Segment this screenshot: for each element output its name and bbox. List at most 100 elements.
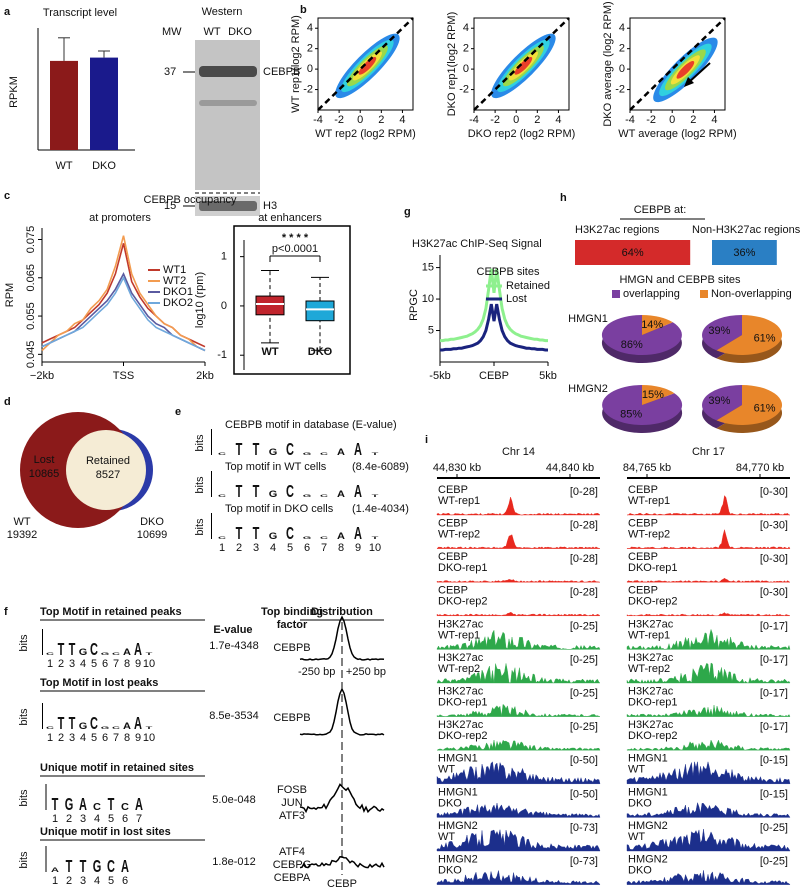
- logo-letter: C: [320, 494, 328, 498]
- pie-slice: [602, 385, 683, 425]
- signal-track: [436, 579, 601, 583]
- legend-label: Retained: [506, 280, 550, 292]
- track-range: [0-15]: [760, 788, 788, 800]
- x-tick-label: -2: [490, 114, 500, 126]
- track-label: DKO: [438, 865, 462, 877]
- pie-label: 15%: [642, 389, 664, 401]
- column-header: factor: [277, 619, 308, 631]
- center-label: CEBP: [327, 878, 357, 890]
- track-range: [0-50]: [570, 788, 598, 800]
- x-tick-label: DKO: [92, 160, 116, 172]
- position-label: 5: [91, 732, 97, 744]
- y-tick-label: 4: [619, 22, 625, 34]
- plot-frame: [317, 17, 414, 111]
- axis-title: WT rep1(log2 RPM): [290, 15, 302, 113]
- position-label: 3: [69, 732, 75, 744]
- track-label: H3K27ac: [438, 719, 484, 731]
- chart-title: Transcript level: [43, 7, 117, 19]
- logo-letter: T: [69, 641, 76, 660]
- axis-title: log10 (rpm): [194, 272, 206, 328]
- signal-track: [436, 629, 601, 650]
- x-tick-label: -4: [469, 114, 479, 126]
- mw-marker: 37: [164, 66, 176, 78]
- logo-letter: C: [121, 801, 129, 813]
- x-tick-label: TSS: [113, 370, 134, 382]
- arrow-head: [684, 77, 694, 87]
- position-label: 3: [80, 875, 86, 887]
- e-value: (1.4e-4034): [352, 503, 409, 515]
- band-label: CEBPB: [263, 66, 300, 78]
- x-tick-label: 4: [399, 114, 405, 126]
- density-cloud: [676, 61, 695, 79]
- band: [199, 201, 257, 211]
- track-range: [0-73]: [570, 856, 598, 868]
- logo-letter: G: [269, 490, 278, 500]
- signal-track: [436, 761, 601, 784]
- pie-slice: [702, 385, 742, 421]
- pie-slice: [642, 315, 673, 335]
- track-label: CEBP: [438, 518, 468, 530]
- axis-title: RPGC: [408, 289, 420, 321]
- logo-letter: C: [218, 494, 226, 498]
- position-label: 9: [135, 658, 141, 670]
- signal-track: [626, 761, 791, 784]
- logo-letter: C: [320, 452, 328, 456]
- x-tick-label: 0: [513, 114, 519, 126]
- pie-label: 85%: [620, 409, 642, 421]
- logo-letter: A: [79, 796, 87, 815]
- track-label: HMGN1: [628, 786, 668, 798]
- y-tick-label: -2: [459, 83, 469, 95]
- blot-title: Western: [202, 6, 243, 18]
- y-tick-label: 0: [307, 63, 313, 75]
- signal-track: [626, 801, 791, 818]
- x-tick-label: 0: [669, 114, 675, 126]
- logo-letter: A: [337, 532, 345, 542]
- logo-letter: G: [303, 494, 312, 498]
- axis-title: DKO average (log2 RPM): [602, 1, 614, 126]
- logo-letter: T: [236, 525, 243, 544]
- track-label: H3K27ac: [628, 618, 674, 630]
- x-tick-label: 4: [555, 114, 561, 126]
- logo-letter: A: [134, 641, 142, 660]
- position-label: 3: [253, 542, 259, 554]
- range-label: -250 bp: [298, 666, 335, 678]
- track-label: DKO-rep1: [628, 697, 678, 709]
- track-label: DKO-rep2: [438, 730, 488, 742]
- track-label: HMGN1: [438, 786, 478, 798]
- column-header: Top binding: [261, 606, 323, 618]
- bar: [50, 60, 78, 150]
- axis-title: DKO rep1(log2 RPM): [446, 12, 458, 117]
- bar-label: 36%: [733, 247, 755, 259]
- track-label: DKO-rep2: [438, 596, 488, 608]
- logo-letter: T: [69, 715, 76, 734]
- logo-letter: C: [218, 452, 226, 456]
- track-label: DKO-rep1: [438, 697, 488, 709]
- track-range: [0-30]: [760, 520, 788, 532]
- binding-factor: ATF4: [279, 846, 305, 858]
- pie-label: 86%: [621, 339, 643, 351]
- x-tick-label: 2: [378, 114, 384, 126]
- position-label: 2: [58, 732, 64, 744]
- track-range: [0-25]: [570, 721, 598, 733]
- signal-track: [626, 577, 791, 583]
- track-label: H3K27ac: [628, 652, 674, 664]
- track-label: CEBP: [438, 551, 468, 563]
- position-label: 5: [108, 875, 114, 887]
- track-label: HMGN1: [438, 753, 478, 765]
- position-label: 1: [47, 732, 53, 744]
- coordinate-label: 84,770 kb: [736, 462, 784, 474]
- position-label: 1: [47, 658, 53, 670]
- position-label: 10: [143, 658, 155, 670]
- track-label: WT: [438, 831, 455, 843]
- axis-title: bits: [194, 518, 206, 536]
- axis-title: WT average (log2 RPM): [618, 128, 736, 140]
- y-tick-label: 15: [422, 261, 434, 273]
- logo-letter: A: [134, 715, 142, 734]
- y-tick-label: 4: [463, 22, 469, 34]
- logo-letter: A: [51, 866, 60, 873]
- density-cloud: [514, 57, 533, 75]
- position-label: 4: [94, 875, 100, 887]
- track-label: HMGN2: [628, 854, 668, 866]
- logo-letter: C: [46, 726, 54, 730]
